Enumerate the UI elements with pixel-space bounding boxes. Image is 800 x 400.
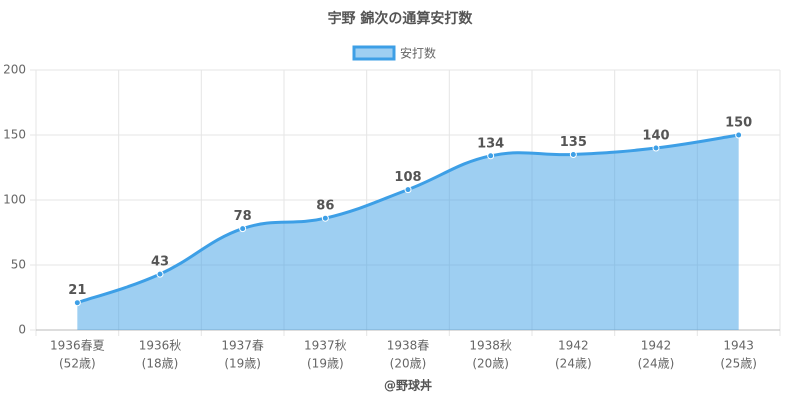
x-tick-label: 1943 — [723, 339, 754, 353]
legend-swatch — [352, 45, 396, 61]
y-tick-label: 50 — [11, 258, 26, 272]
point — [735, 131, 743, 139]
data-label: 21 — [68, 283, 86, 298]
x-tick-label: 1942 — [558, 339, 589, 353]
y-tick-label: 150 — [3, 128, 26, 142]
point — [487, 152, 495, 160]
x-tick-label: (19歳) — [307, 357, 344, 371]
x-tick-label: 1937秋 — [304, 339, 347, 353]
point — [404, 186, 412, 194]
data-label: 140 — [642, 129, 669, 144]
x-tick-label: 1936秋 — [139, 339, 182, 353]
x-tick-label: (19歳) — [224, 357, 261, 371]
x-tick-label: (25歳) — [720, 357, 757, 371]
y-tick-label: 200 — [3, 63, 26, 77]
data-label: 78 — [234, 209, 252, 224]
data-label: 43 — [151, 255, 169, 270]
point — [239, 225, 247, 233]
y-tick-label: 0 — [18, 323, 26, 337]
point — [73, 299, 81, 307]
point — [569, 151, 577, 158]
chart-title: 宇野 錦次の通算安打数 — [328, 10, 474, 27]
x-tick-label: (24歳) — [638, 357, 675, 371]
legend-label: 安打数 — [400, 46, 436, 61]
point — [321, 214, 329, 222]
data-label: 86 — [316, 199, 334, 214]
y-tick-label: 100 — [3, 193, 26, 207]
x-tick-label: 1936春夏 — [50, 339, 105, 353]
x-tick-label: (20歳) — [390, 357, 427, 371]
data-label: 135 — [560, 135, 587, 150]
data-label: 108 — [394, 170, 421, 185]
x-tick-label: (52歳) — [59, 357, 96, 371]
data-label: 134 — [477, 136, 504, 151]
data-label: 150 — [725, 116, 752, 131]
x-tick-label: (20歳) — [472, 357, 509, 371]
x-tick-label: 1938春 — [387, 339, 430, 353]
point — [156, 270, 164, 278]
x-tick-label: 1942 — [641, 339, 672, 353]
x-tick-label: (18歳) — [142, 357, 179, 371]
point — [652, 144, 660, 152]
x-axis-label: @野球丼 — [384, 378, 432, 393]
x-tick-label: 1938秋 — [469, 339, 512, 353]
area — [77, 135, 739, 330]
x-tick-label: (24歳) — [555, 357, 592, 371]
x-tick-label: 1937春 — [221, 339, 264, 353]
